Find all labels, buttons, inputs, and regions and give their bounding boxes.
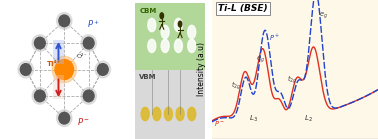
Text: $P^+$: $P^+$ [270, 33, 280, 44]
Circle shape [34, 37, 45, 49]
Circle shape [55, 59, 73, 80]
Bar [53, 75, 64, 99]
Circle shape [161, 25, 169, 39]
Text: CBM: CBM [139, 8, 156, 13]
Circle shape [178, 21, 182, 27]
Circle shape [176, 107, 184, 121]
Circle shape [148, 39, 156, 53]
Text: $t_{2g}$: $t_{2g}$ [231, 80, 242, 92]
Bar [53, 40, 64, 64]
Text: $L_2$: $L_2$ [304, 114, 313, 124]
Circle shape [174, 18, 183, 32]
Circle shape [164, 107, 172, 121]
Bar [135, 3, 205, 70]
Text: $P^+$: $P^+$ [87, 18, 101, 30]
Text: $L_3$: $L_3$ [249, 114, 258, 124]
Circle shape [188, 107, 196, 121]
Circle shape [188, 25, 196, 39]
Circle shape [148, 18, 156, 32]
Text: $e_g$: $e_g$ [319, 11, 328, 21]
Circle shape [81, 35, 96, 51]
Text: $t_{2g}$: $t_{2g}$ [287, 73, 297, 86]
Text: $e_g$: $e_g$ [256, 55, 265, 65]
Circle shape [34, 90, 45, 102]
Circle shape [161, 39, 169, 53]
Circle shape [98, 64, 108, 75]
Circle shape [153, 107, 161, 121]
Circle shape [81, 88, 96, 104]
Circle shape [83, 37, 94, 49]
Text: VBM: VBM [139, 74, 157, 80]
Text: Ti⁴⁺: Ti⁴⁺ [47, 61, 61, 67]
Circle shape [188, 39, 196, 53]
Circle shape [32, 88, 48, 104]
Text: $P^-$: $P^-$ [77, 116, 90, 127]
Y-axis label: Intensity (a.u): Intensity (a.u) [197, 43, 206, 96]
Circle shape [174, 39, 183, 53]
Bar [135, 70, 205, 139]
Circle shape [57, 13, 72, 29]
Circle shape [57, 110, 72, 126]
Circle shape [83, 90, 94, 102]
Circle shape [52, 56, 76, 83]
Circle shape [160, 13, 164, 19]
Circle shape [95, 61, 110, 78]
Circle shape [32, 35, 48, 51]
Text: Ti-L (BSE): Ti-L (BSE) [218, 4, 268, 13]
Circle shape [141, 107, 149, 121]
Circle shape [59, 15, 70, 27]
Text: $P^-$: $P^-$ [214, 119, 225, 128]
Text: O²⁻: O²⁻ [77, 54, 88, 59]
Circle shape [18, 61, 33, 78]
Circle shape [59, 112, 70, 124]
Circle shape [20, 64, 31, 75]
